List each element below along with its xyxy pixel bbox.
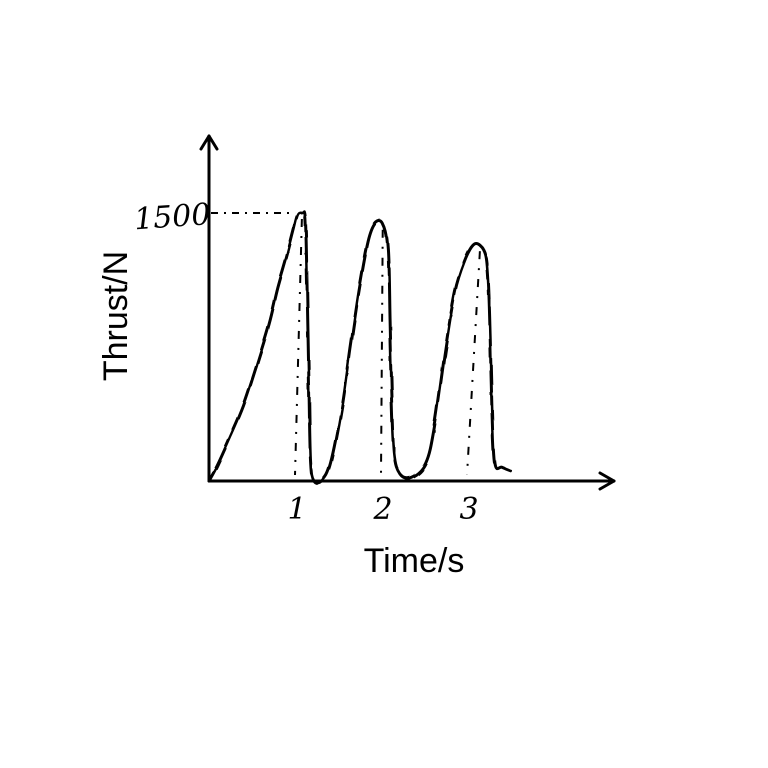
peak-drop-line: [294, 218, 303, 476]
axes: [199, 134, 616, 491]
x-tick-label: 3: [459, 492, 478, 527]
y-axis-title: Thrust/N: [97, 251, 135, 381]
guide-lines: [211, 212, 481, 476]
y-axis-arrowhead: [199, 134, 219, 151]
peak-drop-line: [380, 229, 384, 476]
peak-drop-line: [466, 251, 481, 476]
x-axis-title: Time/s: [364, 542, 465, 580]
plot-area: [207, 209, 512, 485]
thrust-curve: [207, 209, 512, 485]
tick-labels: 1 2 3 1500: [133, 197, 479, 527]
x-axis-arrowhead: [598, 471, 616, 491]
x-tick-label: 2: [372, 492, 392, 527]
y-tick-label: 1500: [133, 197, 212, 237]
x-tick-label: 1: [287, 492, 306, 527]
